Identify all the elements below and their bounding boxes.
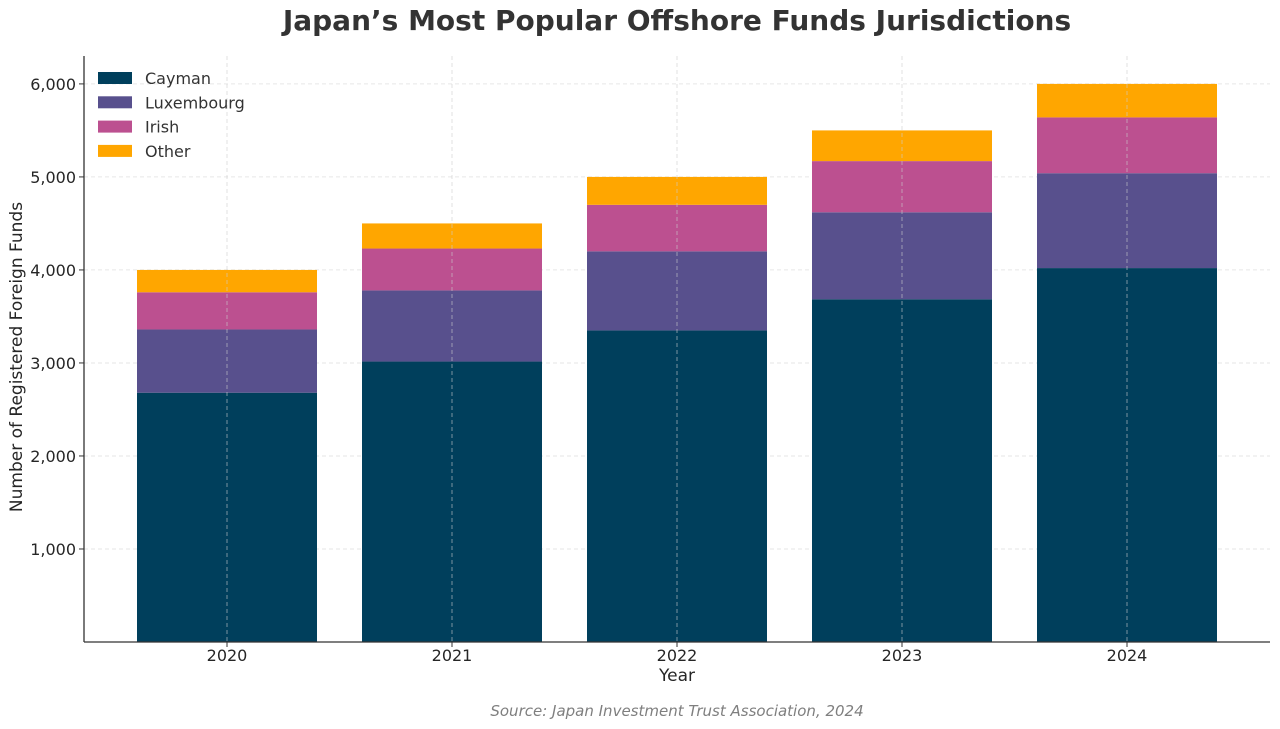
- x-axis-label: Year: [658, 666, 695, 686]
- y-tick-label: 3,000: [30, 354, 76, 373]
- x-tick-label: 2022: [657, 646, 698, 665]
- legend-label-irish: Irish: [145, 118, 179, 137]
- legend-label-cayman: Cayman: [145, 69, 211, 88]
- legend-swatch-other: [98, 144, 132, 157]
- legend-swatch-luxembourg: [98, 96, 132, 109]
- y-tick-label: 2,000: [30, 447, 76, 466]
- bar-luxembourg-2020: [137, 329, 317, 393]
- chart-title: Japan’s Most Popular Offshore Funds Juri…: [282, 4, 1072, 37]
- legend-swatch-irish: [98, 120, 132, 133]
- y-tick-label: 6,000: [30, 75, 76, 94]
- chart-source: Source: Japan Investment Trust Associati…: [490, 702, 864, 720]
- legend-label-luxembourg: Luxembourg: [145, 93, 245, 112]
- legend-label-other: Other: [145, 142, 191, 161]
- tick-labels: 1,000 2,000 3,000 4,000 5,000 6,000 2020 2021 20…: [30, 75, 1147, 665]
- legend: Cayman Luxembourg Irish Other: [98, 69, 245, 161]
- x-tick-label: 2021: [432, 646, 473, 665]
- y-tick-label: 1,000: [30, 540, 76, 559]
- x-tick-label: 2024: [1107, 646, 1148, 665]
- axes: [79, 56, 1270, 647]
- bar-cayman-2021: [362, 361, 542, 642]
- x-tick-label: 2023: [882, 646, 923, 665]
- legend-swatch-cayman: [98, 72, 132, 84]
- bars: [137, 83, 1217, 642]
- y-axis-label: Number of Registered Foreign Funds: [7, 202, 27, 512]
- x-tick-label: 2020: [207, 646, 248, 665]
- y-tick-label: 4,000: [30, 261, 76, 280]
- y-tick-label: 5,000: [30, 168, 76, 187]
